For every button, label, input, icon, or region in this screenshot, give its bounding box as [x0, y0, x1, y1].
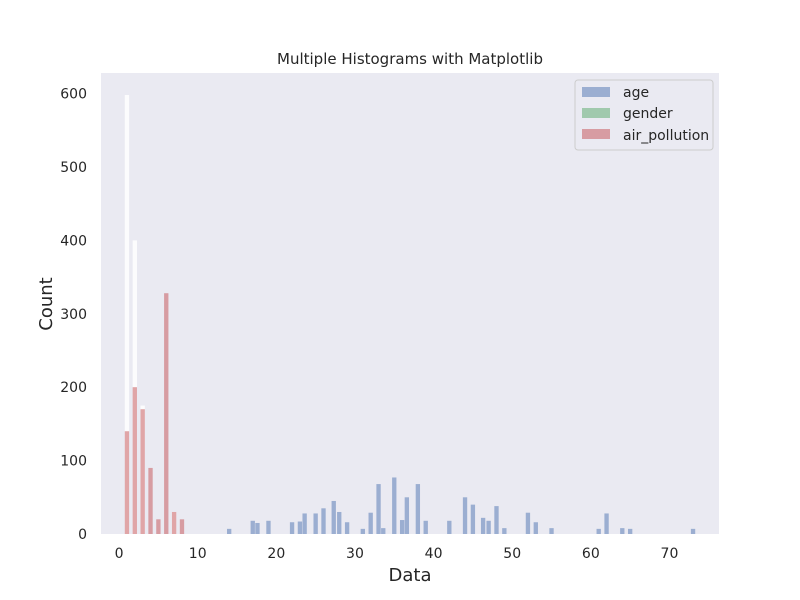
bars-group: [124, 95, 696, 535]
bar-air-pollution: [171, 511, 177, 534]
bar-age: [399, 520, 405, 534]
bar-air-pollution: [124, 431, 130, 534]
bar-age: [289, 522, 295, 534]
bar-age: [302, 513, 307, 534]
bar-age: [404, 497, 410, 534]
bar-air-pollution: [179, 519, 185, 534]
bar-age: [297, 521, 303, 534]
y-tick-label: 400: [60, 233, 87, 249]
bar-air-pollution: [164, 293, 169, 534]
x-tick-label: 30: [346, 546, 364, 562]
bar-age: [627, 528, 633, 534]
bar-age: [462, 497, 468, 534]
bar-age: [337, 511, 342, 534]
bar-age: [596, 528, 601, 534]
bar-air-pollution: [148, 467, 153, 534]
bar-age: [381, 528, 386, 534]
bar-age: [360, 528, 365, 534]
bar-age: [313, 513, 318, 534]
y-tick-label: 600: [60, 87, 87, 103]
legend-label-air-pollution: air_pollution: [623, 128, 709, 144]
bar-age: [227, 528, 232, 534]
x-tick-label: 60: [582, 546, 600, 562]
legend-swatch-age: [582, 87, 610, 97]
legend-swatch-air-pollution: [582, 129, 610, 139]
bar-age: [525, 512, 531, 534]
x-tick-label: 70: [661, 546, 679, 562]
chart-title: Multiple Histograms with Matplotlib: [277, 50, 543, 68]
bar-age: [620, 528, 625, 534]
bar-age: [480, 517, 486, 534]
bar-age: [447, 520, 452, 534]
y-tick-label: 300: [60, 307, 87, 323]
y-tick-label: 500: [60, 160, 87, 176]
bar-age: [415, 484, 421, 534]
y-tick-label: 200: [60, 380, 87, 396]
bar-age: [486, 520, 491, 534]
legend-label-gender: gender: [623, 106, 673, 122]
legend-swatch-gender: [582, 108, 610, 118]
x-tick-label: 50: [503, 546, 521, 562]
x-axis-label: Data: [389, 565, 432, 586]
bar-age: [250, 520, 255, 534]
bar-age: [502, 528, 507, 534]
bar-age: [255, 522, 260, 534]
bar-age: [392, 477, 397, 534]
bar-age: [604, 513, 609, 534]
legend-label-age: age: [623, 85, 649, 101]
bar-age: [690, 528, 696, 534]
y-tick-label: 100: [60, 454, 87, 470]
bar-age: [344, 522, 350, 534]
overlay-bar: [124, 95, 130, 535]
bar-air-pollution: [140, 409, 145, 534]
bar-age: [376, 484, 381, 534]
bar-age: [368, 512, 373, 534]
bar-age: [549, 528, 554, 534]
y-tick-label: 0: [78, 527, 87, 543]
bar-age: [423, 520, 428, 534]
x-tick-labels: 0 10 20 30 40 50 60 70: [115, 546, 679, 562]
bar-air-pollution: [132, 387, 137, 534]
x-tick-label: 40: [425, 546, 443, 562]
x-tick-label: 0: [115, 546, 124, 562]
bar-age: [533, 522, 538, 534]
x-tick-label: 10: [189, 546, 207, 562]
bar-age: [266, 520, 271, 534]
y-tick-labels: 0 100 200 300 400 500 600: [60, 87, 87, 543]
legend: age gender air_pollution: [574, 79, 714, 151]
bar-age: [331, 500, 336, 534]
y-axis-label: Count: [36, 277, 57, 330]
bar-age: [494, 506, 499, 534]
x-tick-label: 20: [267, 546, 285, 562]
bar-age: [470, 504, 476, 534]
bar-age: [321, 508, 326, 534]
bar-air-pollution: [156, 519, 161, 534]
